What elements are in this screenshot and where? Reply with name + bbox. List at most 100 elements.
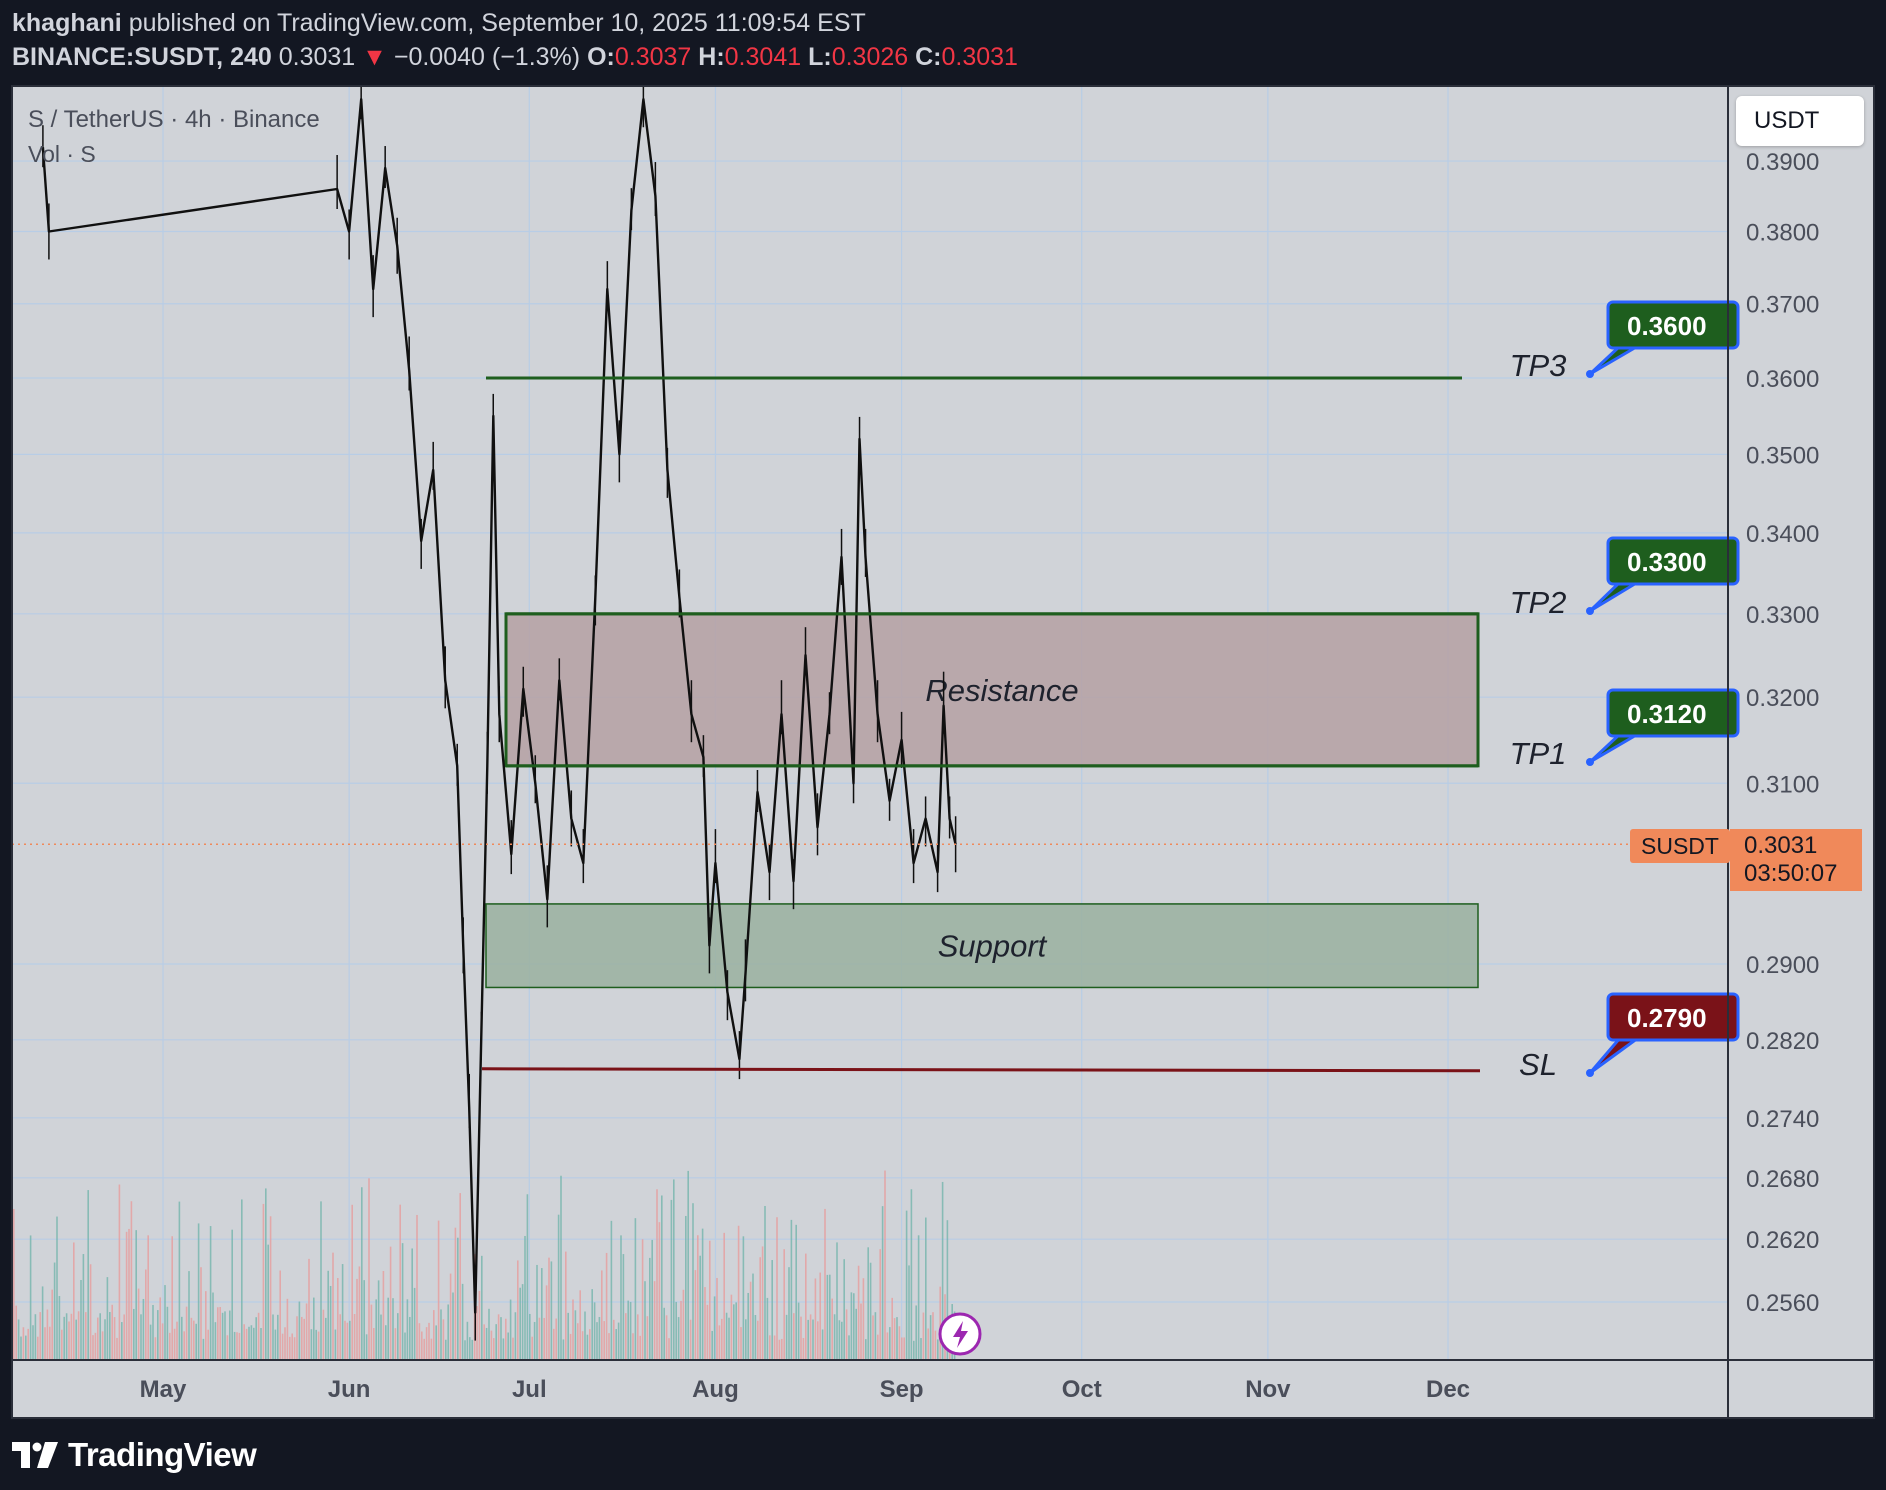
volume-bar	[639, 1335, 641, 1360]
volume-bar	[380, 1314, 382, 1360]
volume-bar	[140, 1314, 142, 1360]
volume-bar	[27, 1328, 29, 1360]
volume-bar	[401, 1243, 404, 1360]
tradingview-logo[interactable]: TradingView	[12, 1435, 257, 1475]
volume-bar	[632, 1333, 634, 1360]
volume-bar	[481, 1255, 483, 1360]
callout-anchor-tp2	[1586, 607, 1594, 615]
volume-bar	[625, 1313, 627, 1360]
volume-bar	[65, 1313, 68, 1360]
volume-bar	[740, 1327, 742, 1360]
volume-bar	[34, 1314, 37, 1360]
volume-bar	[39, 1312, 41, 1360]
volume-bar	[286, 1298, 289, 1360]
volume-bar	[255, 1317, 257, 1360]
volume-bar	[368, 1178, 370, 1360]
volume-bar	[363, 1280, 365, 1360]
volume-legend[interactable]: Vol · S	[28, 141, 96, 167]
volume-bar	[665, 1315, 668, 1360]
volume-bar	[346, 1322, 349, 1360]
volume-bar	[889, 1327, 891, 1360]
price-series	[12, 86, 1728, 1341]
x-tick-label: Sep	[880, 1376, 924, 1403]
volume-bar	[152, 1305, 154, 1360]
x-tick-label: Aug	[692, 1376, 739, 1403]
volume-bar	[766, 1297, 769, 1360]
volume-bar	[927, 1328, 929, 1360]
symbol-name[interactable]: BINANCE:SUSDT, 240	[12, 43, 272, 71]
volume-bar	[581, 1331, 584, 1360]
volume-bar	[769, 1335, 771, 1360]
volume-bar	[809, 1314, 812, 1360]
volume-bar	[214, 1322, 217, 1360]
volume-bar	[416, 1214, 418, 1360]
currency-selector[interactable]: USDT	[1736, 96, 1864, 146]
volume-bar	[826, 1274, 829, 1360]
volume-bar	[245, 1328, 248, 1360]
zone-label-resistance: Resistance	[925, 673, 1078, 708]
volume-bar	[320, 1201, 322, 1360]
volume-bar	[483, 1324, 485, 1360]
volume-bar	[188, 1271, 190, 1360]
volume-bar	[296, 1316, 298, 1360]
y-tick-label: 0.2820	[1746, 1028, 1819, 1055]
y-tick-label: 0.2620	[1746, 1227, 1819, 1254]
x-tick-label: Nov	[1245, 1376, 1291, 1403]
volume-bar	[145, 1269, 147, 1360]
close-label: C:	[915, 43, 942, 71]
volume-bar	[392, 1298, 394, 1360]
volume-bar	[413, 1287, 416, 1360]
volume-bar	[584, 1311, 586, 1360]
volume-bar	[260, 1328, 262, 1360]
volume-bar	[248, 1326, 250, 1360]
volume-bar	[385, 1325, 387, 1360]
volume-bar	[457, 1237, 459, 1360]
volume-bar	[236, 1332, 238, 1360]
volume-bar	[622, 1254, 625, 1360]
volume-bar	[430, 1338, 433, 1360]
volume-bar	[493, 1338, 495, 1360]
volume-bar	[231, 1229, 233, 1360]
volume-bar	[337, 1277, 339, 1360]
tradingview-wordmark: TradingView	[68, 1436, 257, 1473]
volume-bar	[99, 1313, 101, 1360]
volume-bar	[689, 1319, 692, 1360]
volume-bar	[394, 1328, 397, 1360]
volume-bar	[701, 1228, 704, 1360]
y-tick-label: 0.2740	[1746, 1106, 1819, 1133]
volume-bar	[226, 1335, 229, 1360]
volume-bar	[781, 1338, 783, 1360]
volume-bar	[901, 1337, 903, 1360]
bar-countdown: 03:50:07	[1744, 860, 1838, 887]
volume-bar	[502, 1338, 505, 1360]
callout-pointer-sl	[1588, 1036, 1640, 1075]
volume-bar	[341, 1264, 344, 1360]
volume-bar	[761, 1246, 764, 1360]
lightning-icon	[953, 1321, 968, 1348]
axes: 0.3900 0.3800 0.3700 0.3600 0.3500 0.3400 0.33…	[140, 149, 1820, 1403]
volume-bar	[471, 1339, 473, 1360]
volume-bar	[646, 1316, 649, 1360]
volume-bar	[677, 1317, 680, 1360]
volume-bar	[610, 1220, 613, 1360]
volume-bar	[555, 1318, 557, 1360]
volume-bar	[711, 1330, 713, 1360]
volume-bar	[653, 1281, 656, 1360]
volume-bar	[605, 1252, 608, 1360]
volume-bar	[250, 1325, 253, 1360]
volume-bar	[617, 1322, 620, 1360]
volume-bar	[565, 1251, 567, 1360]
volume-bar	[817, 1321, 819, 1360]
volume-bar	[903, 1337, 905, 1360]
volume-bar	[106, 1277, 109, 1360]
volume-bar	[267, 1244, 269, 1360]
publish-line: khaghani published on TradingView.com, S…	[12, 9, 866, 38]
level-name-tp2: TP2	[1510, 585, 1567, 620]
author-name[interactable]: khaghani	[12, 9, 122, 37]
volume-bar	[929, 1315, 932, 1360]
volume-bar	[495, 1324, 497, 1360]
series-legend-title[interactable]: S / TetherUS · 4h · Binance	[28, 106, 320, 133]
volume-bar	[253, 1327, 255, 1360]
volume-bars	[13, 1170, 956, 1360]
